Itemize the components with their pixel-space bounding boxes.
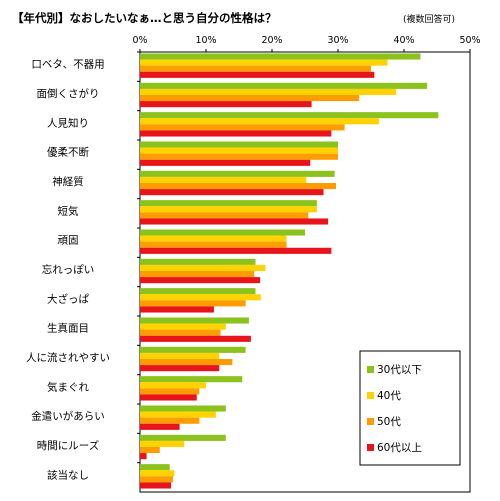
bar xyxy=(140,159,311,166)
bar xyxy=(140,82,428,89)
category-label: 時間にルーズ xyxy=(37,439,99,452)
x-tick-label: 40% xyxy=(393,35,414,46)
bar xyxy=(140,95,360,102)
bar xyxy=(140,288,256,295)
legend-box xyxy=(359,350,461,466)
legend-swatch xyxy=(367,392,374,399)
bars xyxy=(140,53,439,489)
bar xyxy=(140,482,172,489)
bar xyxy=(140,376,243,383)
bar xyxy=(140,206,317,213)
bar xyxy=(140,346,246,353)
category-label: 神経質 xyxy=(52,175,84,188)
bar xyxy=(140,405,226,412)
bar xyxy=(140,423,180,430)
bar xyxy=(140,271,255,278)
bar xyxy=(140,264,266,271)
bar xyxy=(140,382,206,389)
chart-title: 【年代別】なおしたいなぁ…と思う自分の性格は？ xyxy=(12,11,277,25)
x-tick-label: 10% xyxy=(195,35,216,46)
bar xyxy=(140,59,388,66)
category-label: 金遣いがあらい xyxy=(31,410,105,423)
bar xyxy=(140,218,329,225)
bar xyxy=(140,329,221,336)
bar xyxy=(140,170,335,177)
bar xyxy=(140,147,338,154)
bar xyxy=(140,323,226,330)
bar xyxy=(140,118,379,125)
bar xyxy=(140,417,200,424)
bar xyxy=(140,317,249,324)
bar xyxy=(140,101,312,108)
category-label: 気まぐれ xyxy=(47,380,89,393)
category-label: 優柔不断 xyxy=(47,146,89,159)
x-tick-label: 20% xyxy=(261,35,282,46)
bar xyxy=(140,335,251,342)
bar xyxy=(140,212,309,219)
bar xyxy=(140,65,371,72)
legend-swatch xyxy=(367,444,374,451)
bar xyxy=(140,388,200,395)
bar xyxy=(140,300,246,307)
bar xyxy=(140,447,160,454)
chart-subtitle: (複数回答可) xyxy=(403,13,455,25)
bar xyxy=(140,200,317,207)
x-tick-label: 30% xyxy=(327,35,348,46)
bar xyxy=(140,189,324,196)
bar xyxy=(140,176,307,183)
bar xyxy=(140,258,256,265)
x-tick-label: 50% xyxy=(459,35,480,46)
bar xyxy=(140,124,345,131)
bar xyxy=(140,464,170,471)
bar xyxy=(140,229,305,236)
category-label: 頑固 xyxy=(58,235,79,247)
x-axis-ticks: 0% 10% 20% 30% 40% 50% xyxy=(132,35,481,52)
bar xyxy=(140,470,175,477)
bar xyxy=(140,88,397,95)
legend-swatch xyxy=(367,366,374,373)
category-label: 面倒くさがり xyxy=(37,87,100,100)
category-label: 忘れっぽい xyxy=(42,263,95,276)
legend-swatch xyxy=(367,418,374,425)
category-labels: 口ベタ、不器用面倒くさがり人見知り優柔不断神経質短気頑固忘れっぽい大ざっぱ生真面… xyxy=(26,51,140,481)
bar xyxy=(140,247,332,254)
category-label: 該当なし xyxy=(47,468,89,481)
category-label: 人見知り xyxy=(47,116,89,129)
bar xyxy=(140,365,220,372)
bar xyxy=(140,183,337,190)
bar xyxy=(140,153,338,160)
legend-label: 50代 xyxy=(377,416,401,428)
legend-label: 30代以下 xyxy=(377,364,422,376)
bar xyxy=(140,440,185,447)
category-label: 人に流されやすい xyxy=(26,351,110,364)
bar xyxy=(140,53,421,60)
bar xyxy=(140,277,261,284)
legend-label: 60代以上 xyxy=(377,442,422,454)
bar xyxy=(140,476,173,483)
bar xyxy=(140,141,338,148)
bar xyxy=(140,235,287,242)
category-label: 短気 xyxy=(58,204,79,217)
legend: 30代以下 40代 50代 60代以上 xyxy=(359,350,461,466)
legend-label: 40代 xyxy=(377,390,401,402)
bar xyxy=(140,241,287,248)
bar xyxy=(140,359,233,366)
bar xyxy=(140,71,375,78)
bar xyxy=(140,306,214,313)
bar xyxy=(140,294,261,301)
bar xyxy=(140,411,216,418)
bar xyxy=(140,352,220,359)
bar xyxy=(140,394,197,401)
category-label: 口ベタ、不器用 xyxy=(31,59,104,71)
x-tick-label: 0% xyxy=(132,35,147,46)
bar xyxy=(140,434,226,441)
category-label: 生真面目 xyxy=(47,322,89,335)
bar xyxy=(140,112,439,119)
bar xyxy=(140,130,332,137)
bar xyxy=(140,453,147,460)
category-label: 大ざっぱ xyxy=(47,292,89,305)
